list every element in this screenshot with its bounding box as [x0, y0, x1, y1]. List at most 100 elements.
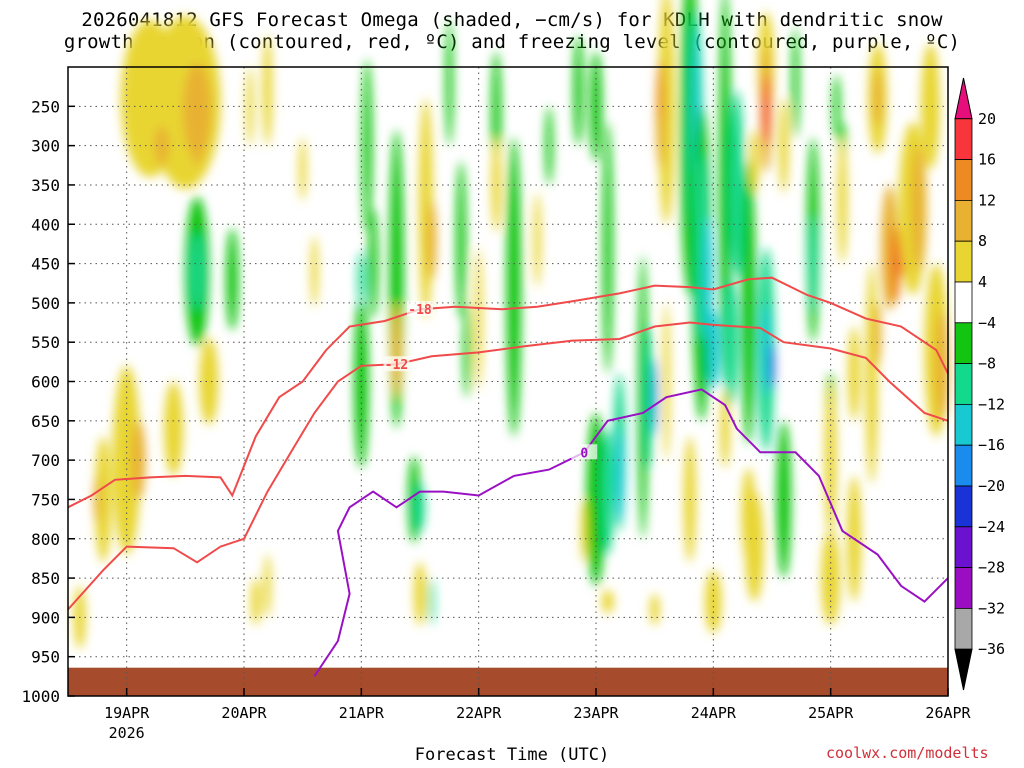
omega-region-15	[262, 35, 273, 146]
omega-region-43	[614, 428, 625, 524]
omega-region-81	[889, 224, 902, 303]
omega-region-79	[874, 302, 882, 366]
colorbar-swatch-11	[954, 526, 973, 568]
omega-region-92	[821, 530, 841, 626]
omega-region-12	[191, 232, 203, 311]
omega-region-100	[601, 589, 614, 614]
omega-region-44	[638, 255, 648, 539]
contour-label-2: 0	[580, 446, 588, 461]
y-tick-label-550: 550	[31, 333, 60, 352]
y-tick-label-600: 600	[31, 373, 60, 392]
omega-region-7	[94, 436, 112, 563]
omega-region-13	[226, 228, 239, 331]
omega-region-60	[741, 161, 756, 445]
omega-region-74	[833, 74, 841, 138]
chart-title-line-2: growth region (contoured, red, ºC) and f…	[63, 31, 961, 53]
colorbar-swatch-9	[954, 444, 973, 487]
omega-region-105	[251, 578, 261, 626]
omega-region-89	[921, 43, 940, 170]
y-tick-label-400: 400	[31, 215, 60, 234]
omega-region-28	[445, 19, 453, 146]
omega-region-46	[652, 357, 658, 437]
omega-region-93	[720, 389, 730, 468]
credit-text: coolwx.com/modelts	[826, 744, 989, 762]
omega-region-27	[427, 200, 437, 280]
omega-region-49	[658, 59, 663, 123]
contour-label-bg-0	[407, 301, 433, 317]
contour-label-bg-1	[383, 356, 410, 372]
omega-region-57	[723, 279, 738, 406]
colorbar-swatch-2	[954, 159, 973, 201]
omega-region-5	[191, 125, 203, 166]
y-axis: 250 300 350 400 450 500 550 600 650 700 750 800 850 9…	[21, 97, 75, 706]
y-tick-label-650: 650	[31, 412, 60, 431]
omega-region-99	[649, 593, 660, 626]
omega-region-63	[769, 342, 775, 390]
colorbar-swatch-4	[954, 240, 973, 283]
y-tick-label-900: 900	[31, 608, 60, 627]
colorbar-label-7: −12	[978, 395, 1005, 413]
omega-region-21	[357, 251, 365, 307]
contour-0	[67, 276, 949, 509]
y-tick-label-300: 300	[31, 137, 60, 156]
omega-region-41	[601, 428, 614, 555]
colorbar-swatch-10	[954, 485, 973, 528]
omega-region-16	[299, 137, 307, 201]
omega-region-47	[658, 0, 675, 225]
y-tick-label-700: 700	[31, 451, 60, 470]
omega-region-9	[131, 420, 146, 500]
y-tick-label-450: 450	[31, 255, 60, 274]
contour-label-0: -18	[408, 303, 432, 318]
omega-region-78	[865, 263, 878, 484]
omega-region-29	[456, 161, 466, 319]
colorbar-swatch-1	[954, 118, 973, 161]
colorbar-swatch-13	[954, 608, 973, 650]
colorbar-swatch-6	[954, 322, 973, 364]
colorbar-label-11: −28	[978, 559, 1005, 577]
omega-region-36	[545, 106, 553, 185]
colorbar-label-13: −36	[978, 640, 1005, 658]
colorbar-swatch-8	[954, 403, 973, 446]
omega-region-58	[707, 310, 720, 390]
omega-region-34	[506, 137, 521, 437]
omega-region-23	[391, 302, 402, 398]
contour-label-bg-2	[571, 444, 598, 460]
omega-region-10	[164, 381, 183, 476]
y-tick-label-800: 800	[31, 530, 60, 549]
omega-region-70	[791, 27, 799, 138]
y-tick-label-850: 850	[31, 569, 60, 588]
colorbar-label-1: 16	[978, 151, 996, 169]
omega-region-39	[603, 122, 613, 374]
omega-region-55	[702, 216, 713, 343]
x-axis-label: Forecast Time (UTC)	[414, 745, 610, 765]
colorbar-swatch-5	[954, 281, 973, 324]
x-tick-label-23: 23APR	[573, 704, 619, 722]
y-tick-label-350: 350	[31, 176, 60, 195]
terrain-fill	[68, 667, 948, 696]
omega-region-102	[414, 562, 426, 626]
contour-1	[67, 321, 949, 611]
colorbar-bottom-arrow	[954, 648, 973, 691]
y-tick-label-950: 950	[31, 648, 60, 667]
omega-region-77	[848, 326, 861, 421]
colorbar-label-12: −32	[978, 599, 1005, 617]
omega-region-35	[533, 192, 541, 288]
omega-region-103	[429, 578, 435, 626]
x-tick-sublabel-19: 2026	[109, 724, 145, 742]
omega-region-86	[911, 145, 926, 272]
x-tick-label-20: 20APR	[221, 704, 267, 722]
omega-region-19	[362, 59, 372, 233]
omega-region-3	[140, 122, 160, 170]
omega-region-67	[762, 74, 770, 146]
omega-region-96	[745, 491, 764, 602]
colorbar: 20 16 12 8 4 −4 −8 −12 −16 −20 −24 −28 −32 −36	[954, 77, 1005, 691]
x-tick-label-21: 21APR	[339, 704, 385, 722]
colorbar-swatch-7	[954, 363, 973, 405]
contour-2	[313, 388, 949, 677]
omega-region-6	[199, 338, 219, 425]
colorbar-label-9: −20	[978, 477, 1005, 495]
colorbar-swatch-12	[954, 567, 973, 609]
y-tick-label-500: 500	[31, 294, 60, 313]
omega-region-45	[645, 326, 653, 468]
